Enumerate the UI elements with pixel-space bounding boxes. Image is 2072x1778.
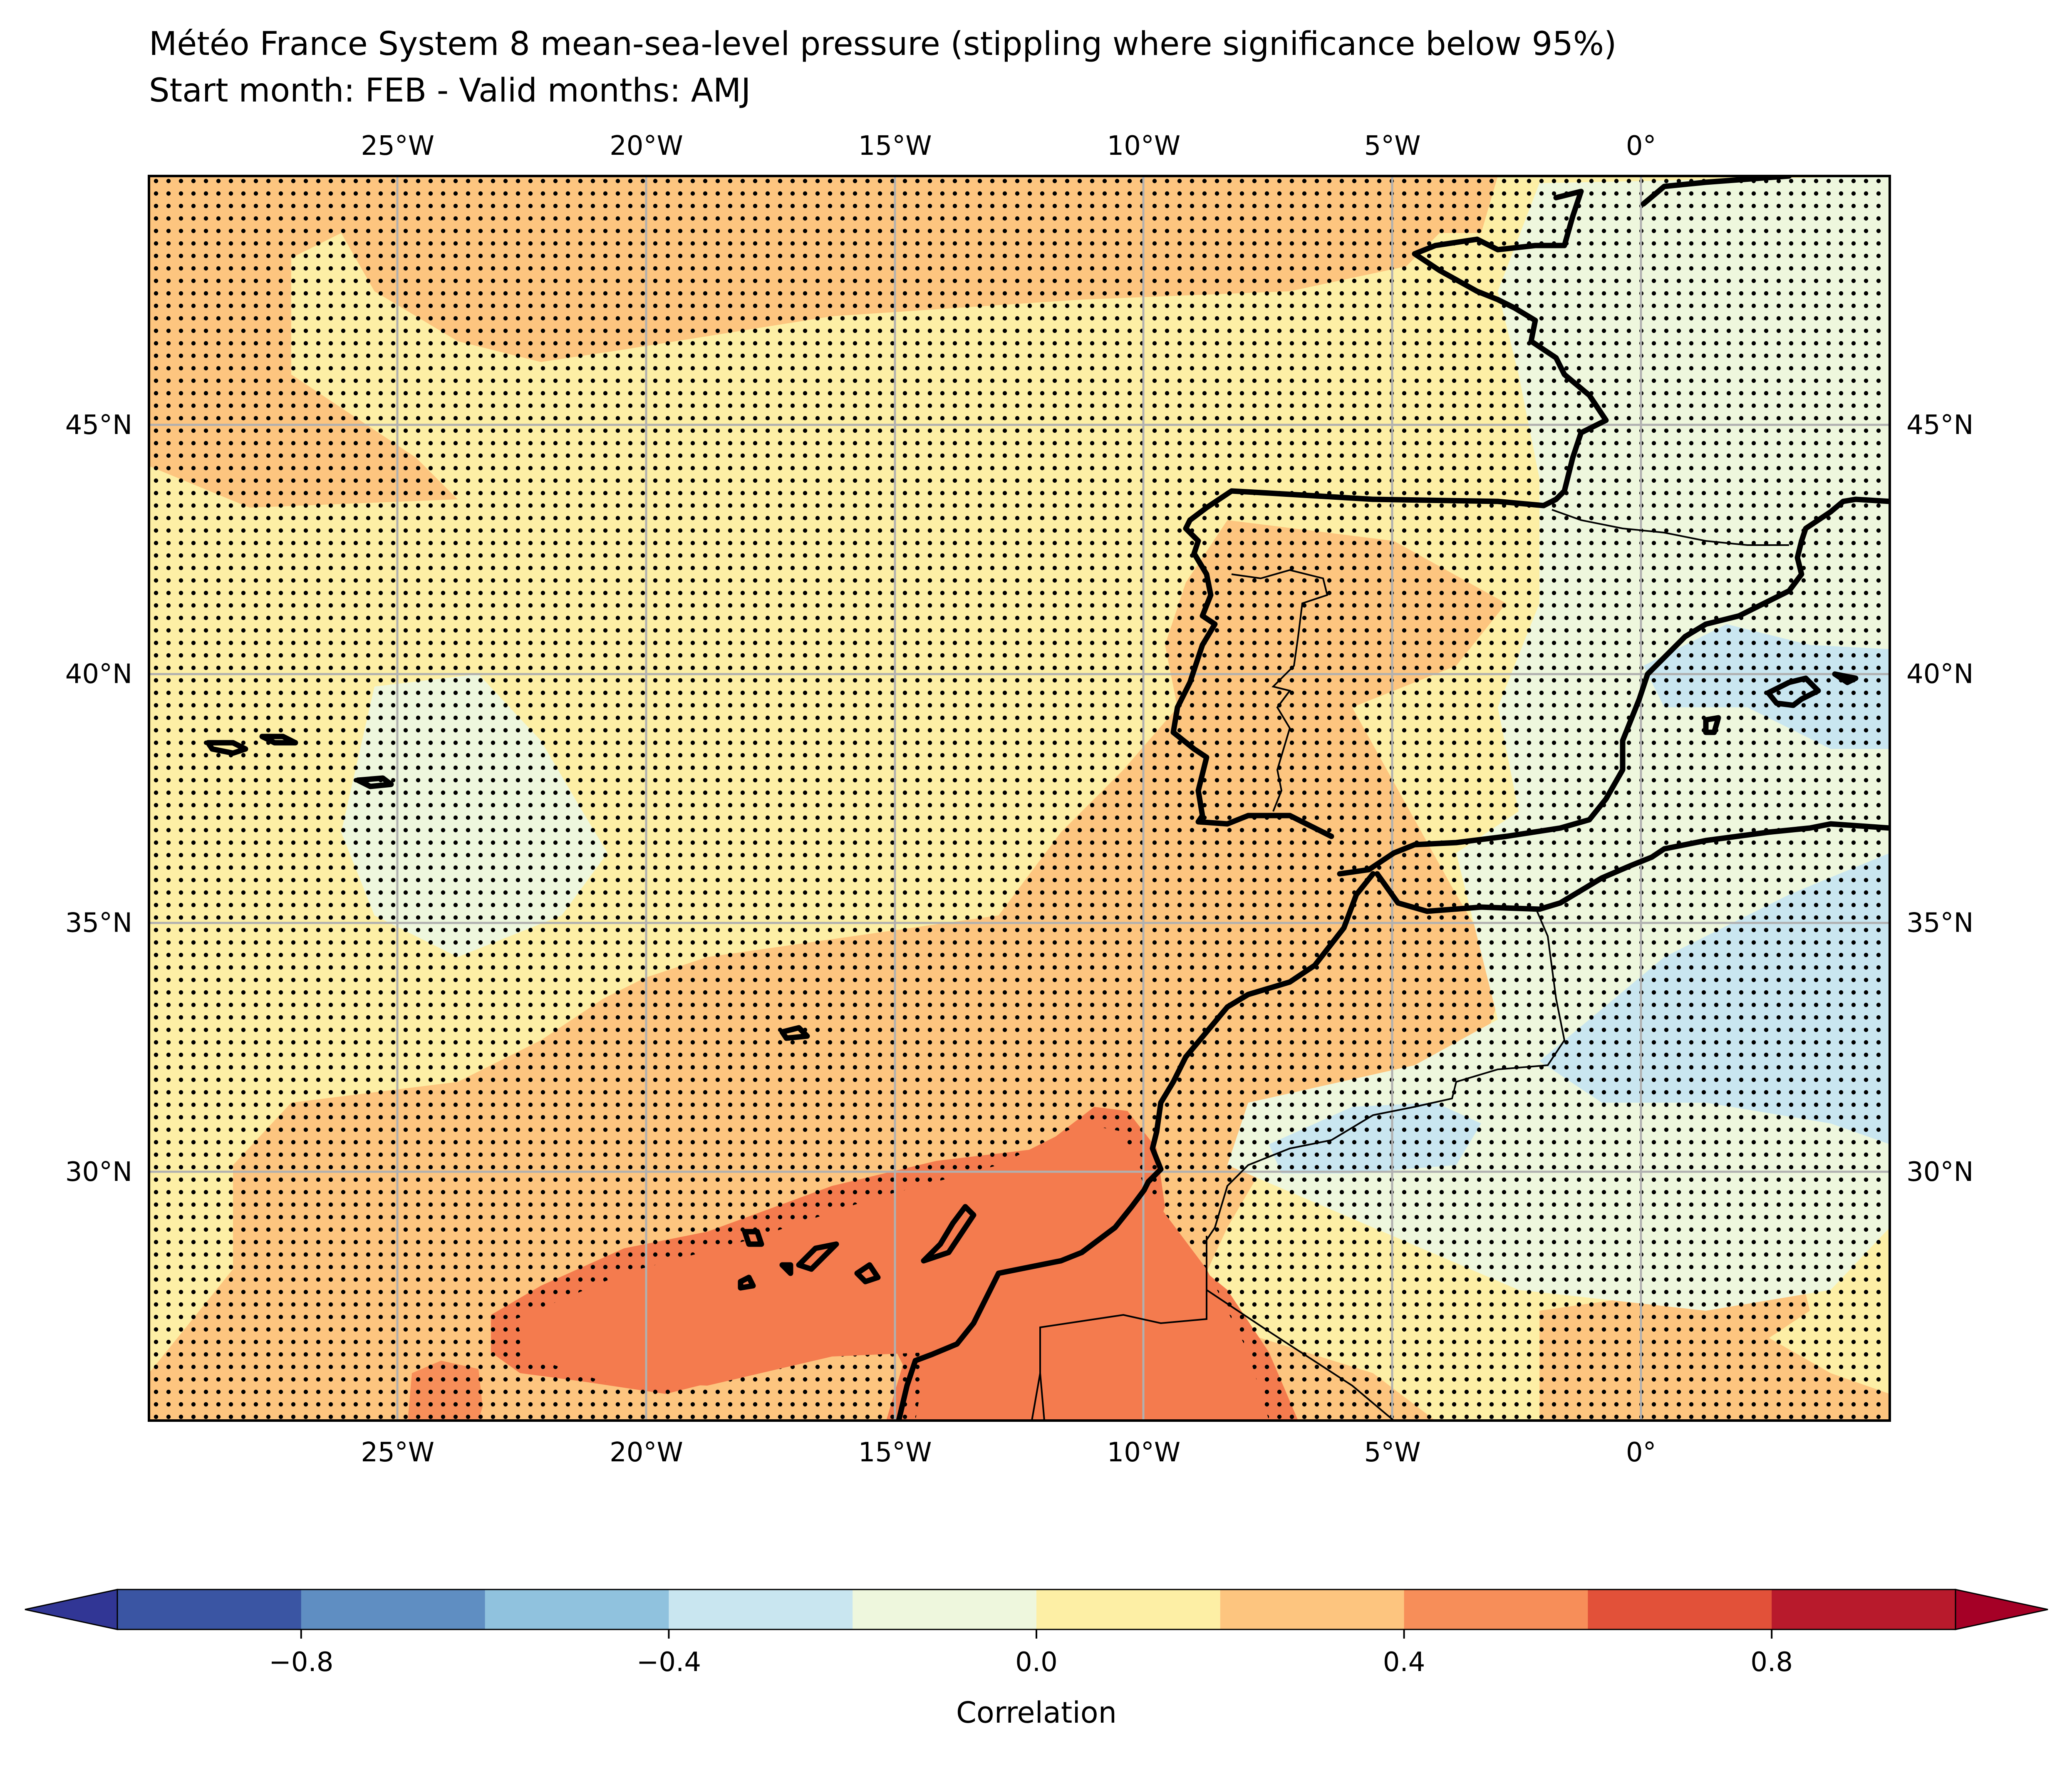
colorbar-ticks: −0.8 −0.4 0.0 0.4 0.8 <box>269 1629 1793 1678</box>
map-frame <box>148 175 1891 1422</box>
island-azores-3 <box>355 775 394 789</box>
lat-label-left: 40°N <box>65 659 132 689</box>
island-canary-5 <box>742 1229 764 1247</box>
colorbar-over-outline <box>1955 1589 2048 1630</box>
lat-label-right: 40°N <box>1906 659 1973 689</box>
colorbar-bins <box>117 1590 1956 1629</box>
lat-label-right: 35°N <box>1906 908 1973 939</box>
longitude-labels: 25°W 25°W 20°W 20°W 15°W 15°W 10°W 10°W 5°W 5°W 0°… <box>361 131 1656 1468</box>
lon-label-bottom: 0° <box>1626 1437 1656 1468</box>
colorbar-bin <box>1772 1590 1956 1629</box>
lon-label-top: 20°W <box>610 131 683 161</box>
colorbar: −0.8 −0.4 0.0 0.4 0.8 Correlation <box>25 1589 2048 1730</box>
latitude-labels: 45°N 45°N 40°N 40°N 35°N 35°N 30°N 30°N <box>65 410 1974 1188</box>
border-western-sahara-south <box>1039 1373 1045 1421</box>
map-subtitle: Start month: FEB - Valid months: AMJ <box>149 72 751 109</box>
border-western-sahara <box>1031 1236 1207 1421</box>
map-title: Météo France System 8 mean-sea-level pre… <box>149 25 1616 63</box>
island-menorca <box>1832 671 1859 685</box>
lon-label-bottom: 25°W <box>361 1437 434 1468</box>
colorbar-bin <box>485 1590 669 1629</box>
lon-label-bottom: 10°W <box>1107 1437 1180 1468</box>
colorbar-bin <box>1588 1590 1772 1629</box>
coast-africa-north <box>1374 821 1890 914</box>
border-morocco-algeria <box>1206 907 1566 1241</box>
island-canary-4 <box>779 1262 793 1276</box>
lon-label-top: 5°W <box>1364 131 1421 161</box>
colorbar-tick-label: −0.4 <box>637 1647 701 1678</box>
island-ibiza <box>1703 715 1721 735</box>
lon-label-top: 25°W <box>361 131 434 161</box>
coast-iberia-north <box>1170 488 1547 839</box>
lon-label-bottom: 15°W <box>858 1437 932 1468</box>
lat-label-right: 45°N <box>1906 410 1973 441</box>
lon-label-bottom: 20°W <box>610 1437 683 1468</box>
island-canary-1 <box>921 1204 977 1264</box>
country-borders <box>1031 509 1789 1421</box>
colorbar-tick-label: 0.0 <box>1015 1647 1058 1678</box>
colorbar-tick-label: 0.8 <box>1750 1647 1793 1678</box>
colorbar-bin <box>1220 1590 1405 1629</box>
island-canary-6 <box>738 1275 756 1291</box>
lat-label-left: 45°N <box>65 410 132 441</box>
island-mallorca <box>1765 675 1821 708</box>
lat-label-right: 30°N <box>1906 1157 1973 1188</box>
colorbar-bin <box>1404 1590 1588 1629</box>
colorbar-under-triangle <box>25 1590 117 1629</box>
coast-africa-west <box>896 871 1376 1421</box>
colorbar-bin <box>669 1590 853 1629</box>
island-azores-2 <box>259 734 298 746</box>
stippling-clear-zone <box>516 1123 1269 1421</box>
colorbar-under-outline <box>25 1589 118 1630</box>
colorbar-bin <box>301 1590 486 1629</box>
coastlines <box>205 176 1890 1421</box>
colorbar-label: Correlation <box>956 1696 1117 1730</box>
island-canary-2 <box>854 1262 881 1285</box>
colorbar-over-triangle <box>1956 1590 2048 1629</box>
colorbar-bin <box>1036 1590 1221 1629</box>
lat-label-left: 35°N <box>65 908 132 939</box>
map-panel <box>149 176 1890 1421</box>
coast-iberia-south-east <box>1337 496 1890 877</box>
lon-label-top: 10°W <box>1107 131 1180 161</box>
island-canary-3 <box>796 1241 839 1272</box>
colorbar-bin <box>853 1590 1037 1629</box>
border-france-spain <box>1552 509 1789 546</box>
island-azores-1 <box>205 740 248 756</box>
colorbar-tick-label: −0.8 <box>269 1647 333 1678</box>
coast-france-atlantic <box>1412 176 1792 508</box>
border-mauritania <box>1206 1289 1395 1421</box>
lon-label-top: 0° <box>1626 131 1656 161</box>
colorbar-bin <box>117 1590 302 1629</box>
colorbar-tick-label: 0.4 <box>1383 1647 1425 1678</box>
lat-label-left: 30°N <box>65 1157 132 1188</box>
lon-label-top: 15°W <box>858 131 932 161</box>
island-madeira <box>779 1025 810 1041</box>
border-portugal-spain <box>1231 569 1328 812</box>
lon-label-bottom: 5°W <box>1364 1437 1421 1468</box>
